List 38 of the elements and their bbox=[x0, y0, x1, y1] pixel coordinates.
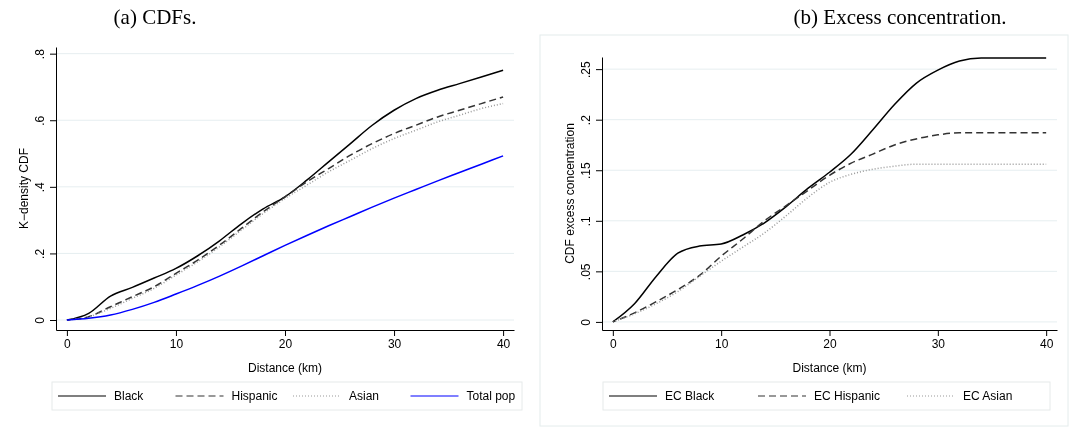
line-series bbox=[66, 155, 504, 321]
y-tick-label: .2 bbox=[33, 248, 47, 259]
x-tick-label: 10 bbox=[714, 336, 729, 351]
y-tick-label: .15 bbox=[579, 162, 593, 180]
x-tick-label: 30 bbox=[387, 336, 402, 351]
legend-label: EC Asian bbox=[963, 389, 1013, 403]
y-tick-label: .2 bbox=[579, 114, 593, 126]
x-tick-label: 40 bbox=[496, 336, 511, 351]
line-series bbox=[612, 163, 1047, 323]
legend-label: Black bbox=[114, 389, 145, 403]
x-axis-title: Distance (km) bbox=[247, 361, 323, 375]
legend-label: EC Black bbox=[665, 389, 716, 403]
x-tick-label: 20 bbox=[278, 336, 293, 351]
y-tick-label: .05 bbox=[579, 263, 593, 281]
x-tick-label: 0 bbox=[609, 336, 617, 351]
legend-label: Asian bbox=[349, 389, 380, 403]
chart-title: (a) CDFs. bbox=[113, 5, 197, 29]
y-tick-label: .25 bbox=[579, 60, 593, 78]
y-tick-label: .6 bbox=[33, 115, 47, 126]
line-series bbox=[612, 57, 1047, 323]
legend-label: Hispanic bbox=[231, 389, 278, 403]
x-tick-label: 30 bbox=[931, 336, 946, 351]
y-tick-label: .4 bbox=[33, 182, 47, 193]
y-tick-label: 0 bbox=[579, 318, 593, 326]
x-tick-label: 10 bbox=[169, 336, 184, 351]
legend-label: Total pop bbox=[466, 389, 516, 403]
x-axis-title: Distance (km) bbox=[792, 361, 867, 375]
y-tick-label: .8 bbox=[33, 48, 47, 60]
x-tick-label: 20 bbox=[823, 336, 837, 351]
legend-label: EC Hispanic bbox=[814, 389, 881, 403]
x-tick-label: 40 bbox=[1039, 336, 1054, 351]
y-tick-label: 0 bbox=[33, 316, 47, 324]
y-axis-title: CDF excess concentration bbox=[563, 123, 577, 264]
line-series bbox=[612, 132, 1047, 323]
x-tick-label: 0 bbox=[64, 336, 72, 351]
y-tick-label: .1 bbox=[579, 215, 593, 227]
chart-title: (b) Excess concentration. bbox=[793, 5, 1007, 29]
y-axis-title: K−density CDF bbox=[17, 147, 31, 230]
